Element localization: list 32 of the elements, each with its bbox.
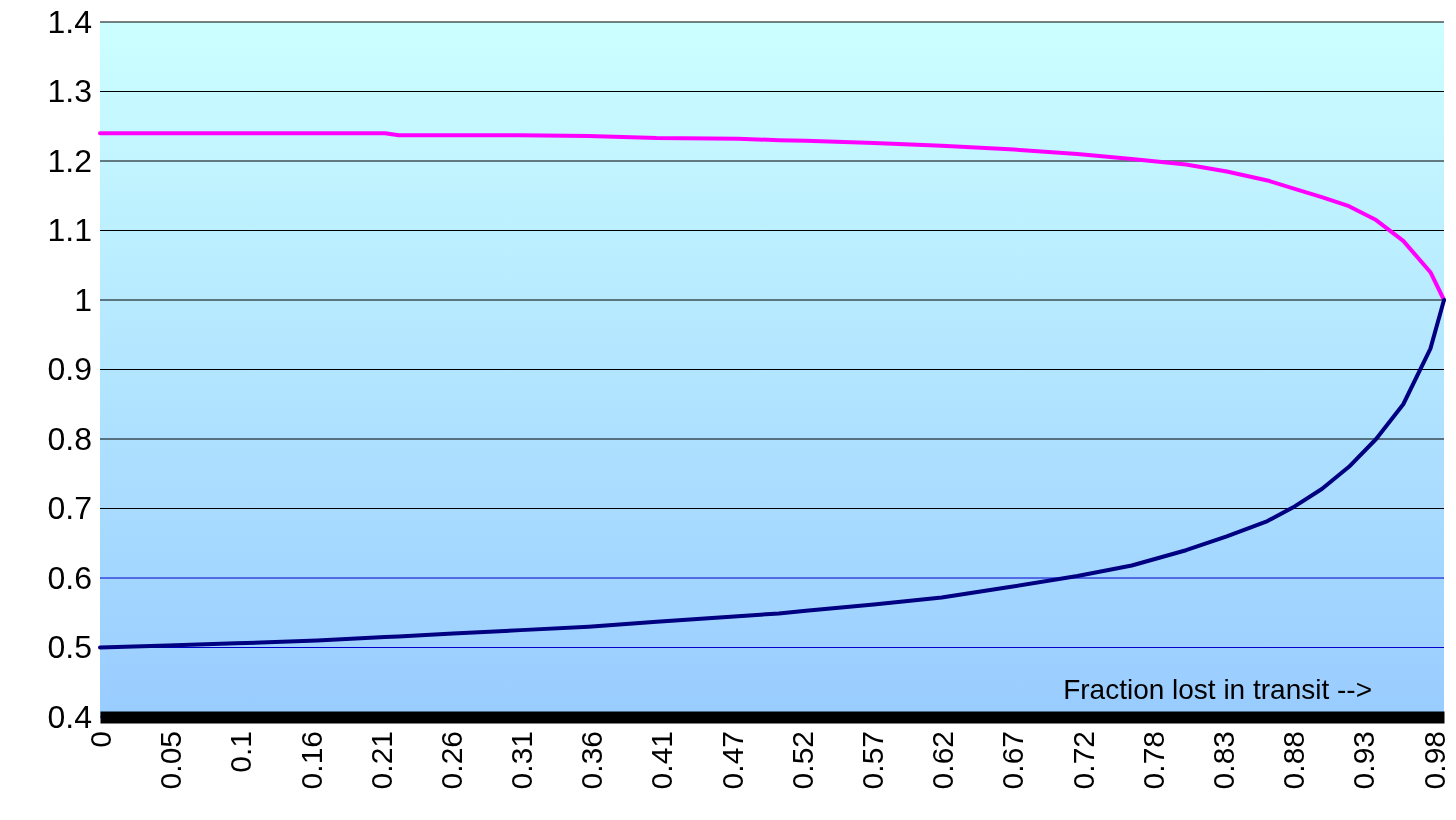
x-tick-label: 0.72 xyxy=(1066,731,1100,790)
y-tick-label: 0.8 xyxy=(47,420,92,457)
x-tick-label: 0.31 xyxy=(505,731,539,790)
x-tick-label: 0.67 xyxy=(996,731,1030,790)
x-tick-label: 0.98 xyxy=(1417,731,1451,790)
x-tick-label: 0.57 xyxy=(856,731,890,790)
y-tick-label: 0.7 xyxy=(47,490,92,527)
x-tick-label: 0.78 xyxy=(1136,731,1170,790)
y-tick-label: 1.1 xyxy=(47,212,92,249)
x-tick-label: 0.26 xyxy=(434,731,468,790)
x-tick-label: 0.21 xyxy=(364,731,398,790)
x-tick-label: 0.83 xyxy=(1206,731,1240,790)
x-tick-label: 0.36 xyxy=(575,731,609,790)
line-series xyxy=(98,298,1446,650)
x-tick-label: 0.05 xyxy=(154,731,188,790)
y-tick-label: 0.9 xyxy=(47,351,92,388)
line-series xyxy=(98,131,1446,302)
x-tick-label: 0.52 xyxy=(785,731,819,790)
y-tick-label: 1.3 xyxy=(47,73,92,110)
y-tick-label: 1 xyxy=(74,281,92,318)
y-tick-label: 1.4 xyxy=(47,3,92,40)
x-tick-label: 0.16 xyxy=(294,731,328,790)
x-tick-label: 0.93 xyxy=(1347,731,1381,790)
x-tick-label: 0.41 xyxy=(645,731,679,790)
x-tick-label: 0.47 xyxy=(715,731,749,790)
x-tick-label: 0.88 xyxy=(1277,731,1311,790)
y-tick-label: 0.6 xyxy=(47,559,92,596)
y-tick-label: 1.2 xyxy=(47,142,92,179)
y-tick-label: 0.5 xyxy=(47,629,92,666)
x-axis-title: Fraction lost in transit --> xyxy=(1063,674,1372,705)
x-tick-label: 0.62 xyxy=(926,731,960,790)
x-tick-label: 0.1 xyxy=(224,731,258,773)
